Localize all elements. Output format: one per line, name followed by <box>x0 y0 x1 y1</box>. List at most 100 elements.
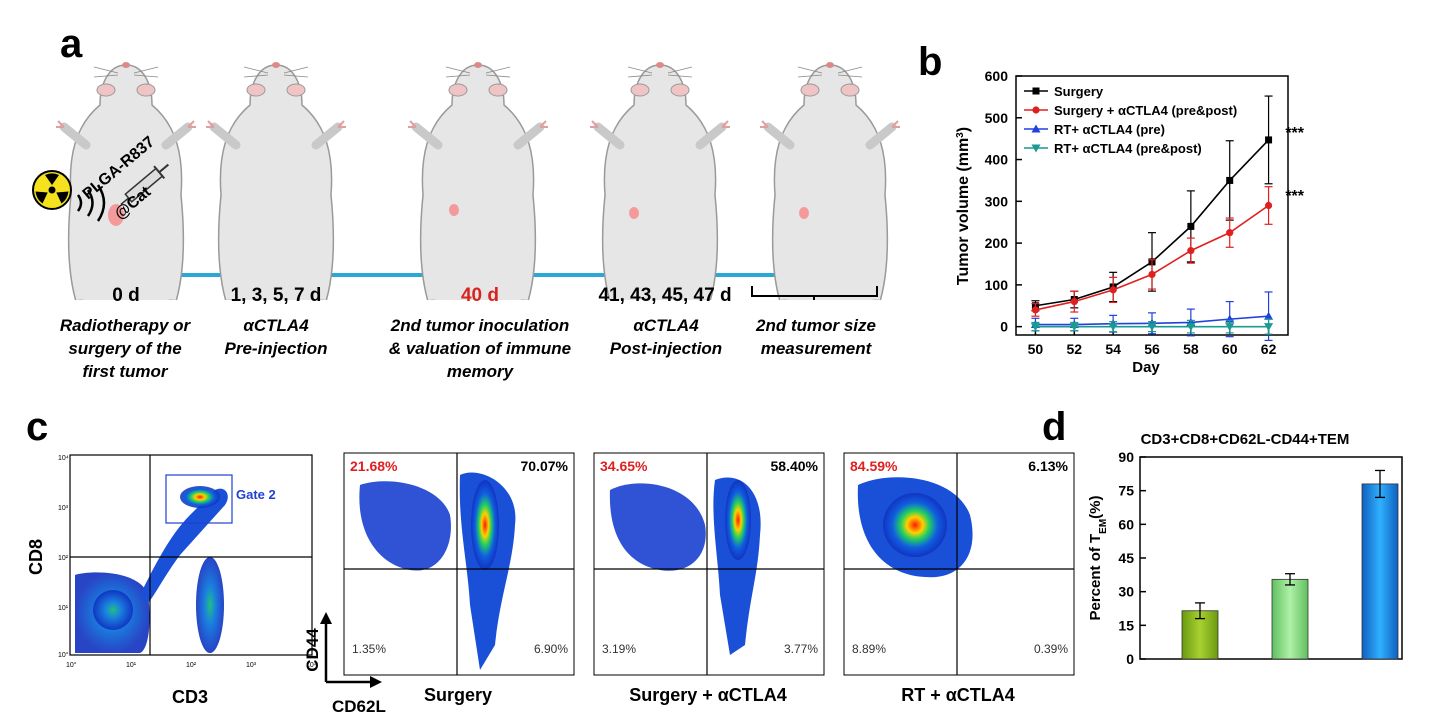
timeline-day-1: 1, 3, 5, 7 d <box>230 285 322 306</box>
chart-b-annotation-1: *** <box>1285 125 1304 142</box>
svg-text:10⁴: 10⁴ <box>58 455 69 462</box>
b-point <box>1032 106 1040 114</box>
chart-d-ylabel: Percent of TEM(%) <box>1087 495 1109 620</box>
b-xtick-label: 60 <box>1222 341 1238 357</box>
d-bar <box>1361 483 1399 660</box>
svg-text:10°: 10° <box>58 651 69 659</box>
timeline-desc-4: 2nd tumor size measurement <box>756 316 876 358</box>
flow-1-title: Surgery <box>424 685 492 705</box>
b-point <box>1264 323 1274 332</box>
chart-b-xlabel: Day <box>1132 359 1160 376</box>
d-ytick-label: 30 <box>1118 584 1134 600</box>
svg-text:10³: 10³ <box>246 662 257 669</box>
chart-b-ylabel: Tumor volume (mm3) <box>955 127 973 285</box>
d-ytick-label: 90 <box>1118 449 1134 465</box>
b-point <box>1031 124 1041 133</box>
mouse-4 <box>550 62 762 300</box>
gate-plot-ylabel: CD8 <box>26 539 46 575</box>
flow-3-tr: 6.13% <box>1028 458 1068 474</box>
panel-label-b: b <box>918 40 943 84</box>
mouse-5 <box>720 62 900 300</box>
mouse-2 <box>166 62 378 300</box>
svg-text:10¹: 10¹ <box>58 605 69 612</box>
b-point <box>1226 176 1234 184</box>
radiation-icon <box>32 170 72 210</box>
timeline-day-0: 0 d <box>112 285 140 306</box>
b-ytick-label: 100 <box>985 277 1009 293</box>
tem-bar-chart: CD3+CD8+CD62L-CD44+TEM 0 15 30 45 60 75 90 Per… <box>1087 431 1403 667</box>
svg-text:10²: 10² <box>58 555 69 562</box>
flow-3-tl: 84.59% <box>850 458 898 474</box>
b-xtick-label: 54 <box>1105 341 1121 357</box>
radiation-waves-icon <box>76 184 106 222</box>
b-point <box>1226 229 1234 237</box>
flow-2-title: Surgery + αCTLA4 <box>629 685 787 705</box>
tumor-volume-chart: 0 100 200 300 400 500 600 50 52 54 56 58 60 62 Surge… <box>955 68 1305 376</box>
d-ytick-label: 45 <box>1118 550 1134 566</box>
d-ytick-label: 15 <box>1118 617 1134 633</box>
b-point <box>1264 311 1274 320</box>
b-ytick-label: 400 <box>985 152 1009 168</box>
flow-1-bl: 1.35% <box>352 642 386 656</box>
b-ytick-label: 300 <box>985 193 1009 209</box>
flow-plot-surgery-actla4: 34.65% 58.40% 3.19% 3.77% Surgery + αCTL… <box>593 452 825 705</box>
timeline-desc-1: αCTLA4 Pre-injection <box>224 316 328 358</box>
b-ytick-label: 600 <box>985 68 1009 84</box>
b-point <box>1069 323 1079 332</box>
b-point <box>1148 270 1156 279</box>
b-point <box>1031 144 1041 153</box>
flow-plots: 21.68% 70.07% 1.35% 6.90% Surgery 34.65%… <box>343 452 1075 705</box>
svg-text:10⁴: 10⁴ <box>306 662 317 669</box>
b-point <box>1265 136 1273 144</box>
flow-1-tl: 21.68% <box>350 458 398 474</box>
timeline-desc-3: αCTLA4 Post-injection <box>609 316 723 358</box>
timeline-day-3: 41, 43, 45, 47 d <box>598 285 732 306</box>
d-ytick-label: 0 <box>1126 651 1134 667</box>
panel-label-c: c <box>26 405 49 449</box>
svg-text:10¹: 10¹ <box>126 662 137 669</box>
b-legend-label: RT+ αCTLA4 (pre) <box>1054 122 1165 137</box>
gate-label: Gate 2 <box>236 487 276 502</box>
panel-label-d: d <box>1042 405 1067 449</box>
gate-plot: Gate 2 10° 10¹ 10² 10³ 10⁴ 10° 10¹ 10² 1… <box>26 454 317 707</box>
b-ytick-label: 200 <box>985 235 1009 251</box>
b-point <box>1109 286 1117 294</box>
svg-text:10³: 10³ <box>58 505 69 512</box>
flow-2-br: 3.77% <box>784 642 818 656</box>
timeline-desc-2: 2nd tumor inoculation & valuation of imm… <box>388 316 572 381</box>
flow-3-br: 0.39% <box>1034 642 1068 656</box>
b-point <box>1147 323 1157 332</box>
flow-3-bl: 8.89% <box>852 642 886 656</box>
flow-2-tl: 34.65% <box>600 458 648 474</box>
axis-arrow-y-label: CD44 <box>303 628 322 672</box>
svg-text:10°: 10° <box>66 661 77 669</box>
gate-plot-xlabel: CD3 <box>172 687 208 707</box>
b-xtick-label: 56 <box>1144 341 1160 357</box>
b-xtick-label: 50 <box>1028 341 1044 357</box>
flow-plot-rt-actla4: 84.59% 6.13% 8.89% 0.39% RT + αCTLA4 <box>843 452 1075 705</box>
flow-2-tr: 58.40% <box>771 458 819 474</box>
b-point <box>1031 306 1040 314</box>
b-point <box>1225 323 1235 332</box>
b-xtick-label: 52 <box>1066 341 1082 357</box>
b-point <box>1030 323 1040 332</box>
b-point <box>1108 323 1118 332</box>
axis-arrow-x-label: CD62L <box>332 697 386 713</box>
panel-a-figure: PLGA-R837 @Cat <box>0 0 900 300</box>
chart-d-title: CD3+CD8+CD62L-CD44+TEM <box>1141 431 1350 448</box>
b-point <box>1070 297 1078 306</box>
b-point <box>1264 201 1273 210</box>
timeline-desc-0: Radiotherapy or surgery of the first tum… <box>59 316 191 381</box>
svg-text:10²: 10² <box>186 662 197 669</box>
flow-1-tr: 70.07% <box>521 458 569 474</box>
measurement-bracket <box>751 286 878 300</box>
b-point <box>1187 222 1195 230</box>
axis-arrows: CD44 CD62L <box>303 612 386 713</box>
b-point <box>1032 87 1040 95</box>
b-xtick-label: 58 <box>1183 341 1199 357</box>
flow-2-bl: 3.19% <box>602 642 636 656</box>
b-legend-label: Surgery + αCTLA4 (pre&post) <box>1054 103 1237 118</box>
mouse-3 <box>368 62 580 300</box>
d-ytick-label: 75 <box>1118 483 1134 499</box>
b-point <box>1186 323 1196 332</box>
